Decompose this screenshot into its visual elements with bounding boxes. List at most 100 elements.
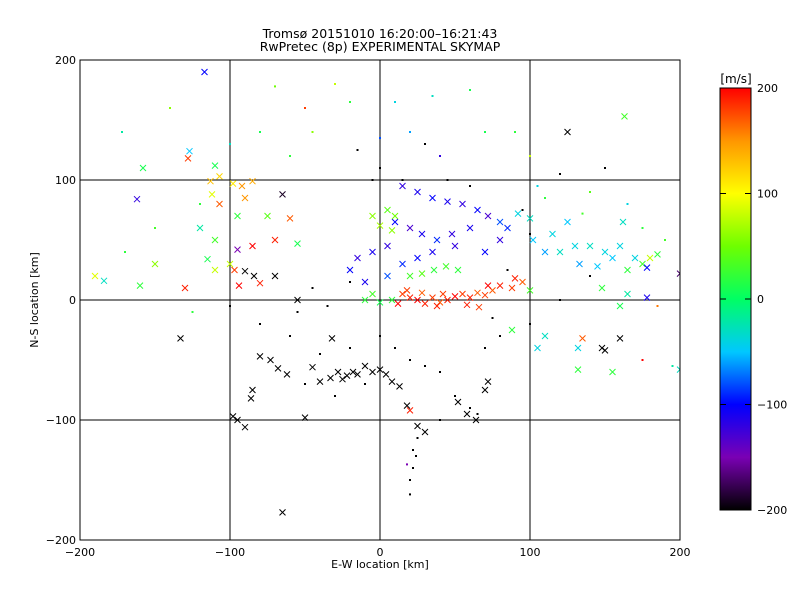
data-point-cross-98 [481, 248, 489, 256]
data-point-cross-15 [151, 260, 159, 268]
data-point-dot-17 [529, 155, 531, 157]
data-point-cross-101 [451, 242, 459, 250]
data-point-cross-99 [496, 236, 504, 244]
data-point-cross-143 [529, 236, 537, 244]
data-point-cross-104 [414, 296, 421, 304]
data-point-cross-84 [448, 230, 456, 238]
y-tick-label-3: 100 [55, 174, 76, 187]
data-point-cross-74 [484, 378, 492, 385]
data-point-dot-28 [641, 359, 644, 361]
colorbar-tick-label-3: −100 [757, 399, 787, 412]
data-point-cross-102 [399, 290, 406, 298]
data-point-dot-8 [431, 95, 434, 97]
data-point-dot-47 [454, 395, 456, 397]
data-point-cross-36 [196, 224, 204, 232]
data-point-cross-127 [384, 206, 391, 214]
colorbar-ticks: 200 100 0 −100 −200 [720, 82, 787, 517]
data-point-dot-42 [379, 335, 381, 337]
data-point-cross-24 [256, 279, 264, 287]
data-point-cross-51 [279, 509, 286, 516]
data-point-cross-149 [576, 260, 583, 268]
data-point-cross-137 [361, 296, 369, 304]
data-point-cross-110 [459, 290, 466, 298]
data-point-cross-1 [133, 195, 141, 203]
data-point-cross-144 [541, 248, 549, 256]
data-point-cross-111 [466, 294, 474, 301]
data-point-cross-79 [459, 200, 466, 208]
data-point-cross-138 [376, 299, 384, 306]
data-point-dot-16 [514, 131, 516, 133]
data-point-cross-32 [271, 236, 279, 244]
data-point-cross-58 [349, 368, 357, 376]
data-point-cross-82 [496, 218, 504, 226]
data-point-cross-173 [676, 366, 680, 373]
data-point-dot-23 [581, 212, 584, 215]
data-point-cross-60 [361, 362, 369, 370]
data-point-cross-121 [463, 301, 471, 309]
data-point-cross-2 [184, 155, 192, 162]
data-point-dot-36 [191, 311, 194, 313]
data-point-dot-0 [121, 131, 123, 133]
data-point-cross-97 [429, 248, 436, 256]
data-point-dot-25 [641, 227, 644, 229]
data-point-dot-13 [379, 137, 381, 139]
data-point-cross-16 [136, 282, 144, 289]
colorbar-tick-label-0: 200 [757, 82, 778, 95]
data-point-cross-47 [234, 416, 241, 424]
data-point-dot-62 [334, 395, 336, 397]
data-point-cross-109 [451, 293, 459, 300]
data-point-dot-35 [124, 251, 126, 253]
data-point-cross-90 [369, 248, 376, 256]
data-point-dot-39 [289, 335, 291, 337]
data-point-dot-48 [469, 407, 471, 409]
data-point-dot-29 [671, 365, 674, 367]
data-point-cross-46 [247, 395, 255, 402]
data-point-dot-76 [296, 311, 299, 313]
data-point-dot-40 [319, 353, 321, 355]
data-point-cross-0 [201, 68, 208, 76]
data-point-dot-44 [409, 359, 411, 361]
data-point-dot-7 [394, 101, 396, 103]
data-point-cross-154 [616, 242, 624, 250]
data-point-cross-54 [327, 374, 334, 382]
data-point-dot-68 [469, 185, 471, 187]
data-point-dot-33 [199, 203, 201, 205]
data-point-cross-103 [406, 294, 414, 301]
data-point-dot-27 [656, 305, 659, 307]
data-point-dot-73 [349, 281, 351, 283]
data-point-cross-122 [475, 303, 483, 311]
data-point-cross-69 [421, 428, 429, 436]
data-point-dot-30 [289, 155, 291, 157]
data-point-cross-131 [388, 227, 396, 234]
data-point-cross-37 [294, 240, 301, 247]
data-point-cross-59 [354, 371, 361, 378]
data-point-cross-93 [361, 278, 369, 286]
data-point-cross-45 [249, 386, 256, 394]
data-point-dot-51 [416, 437, 419, 439]
data-point-dot-34 [154, 227, 156, 229]
data-point-cross-70 [454, 398, 462, 406]
data-point-dot-26 [664, 239, 666, 241]
data-point-cross-118 [418, 289, 426, 297]
data-point-cross-39 [328, 335, 336, 342]
data-point-cross-81 [484, 212, 492, 220]
data-point-cross-152 [601, 248, 609, 256]
data-point-cross-42 [267, 356, 274, 364]
data-point-dot-53 [415, 455, 417, 457]
data-point-cross-38 [294, 296, 301, 304]
data-point-cross-88 [391, 218, 399, 226]
data-point-cross-20 [226, 260, 234, 268]
data-point-cross-77 [429, 194, 436, 202]
data-point-cross-167 [601, 347, 609, 354]
data-point-cross-34 [234, 246, 241, 253]
data-point-cross-86 [418, 230, 426, 238]
data-point-cross-142 [526, 215, 534, 222]
data-point-dot-22 [544, 197, 546, 199]
data-point-dot-75 [311, 287, 314, 289]
data-point-cross-176 [574, 344, 582, 352]
data-point-dot-52 [412, 449, 414, 451]
data-point-cross-95 [399, 260, 406, 268]
data-point-cross-7 [229, 180, 237, 187]
data-point-cross-35 [211, 236, 219, 244]
